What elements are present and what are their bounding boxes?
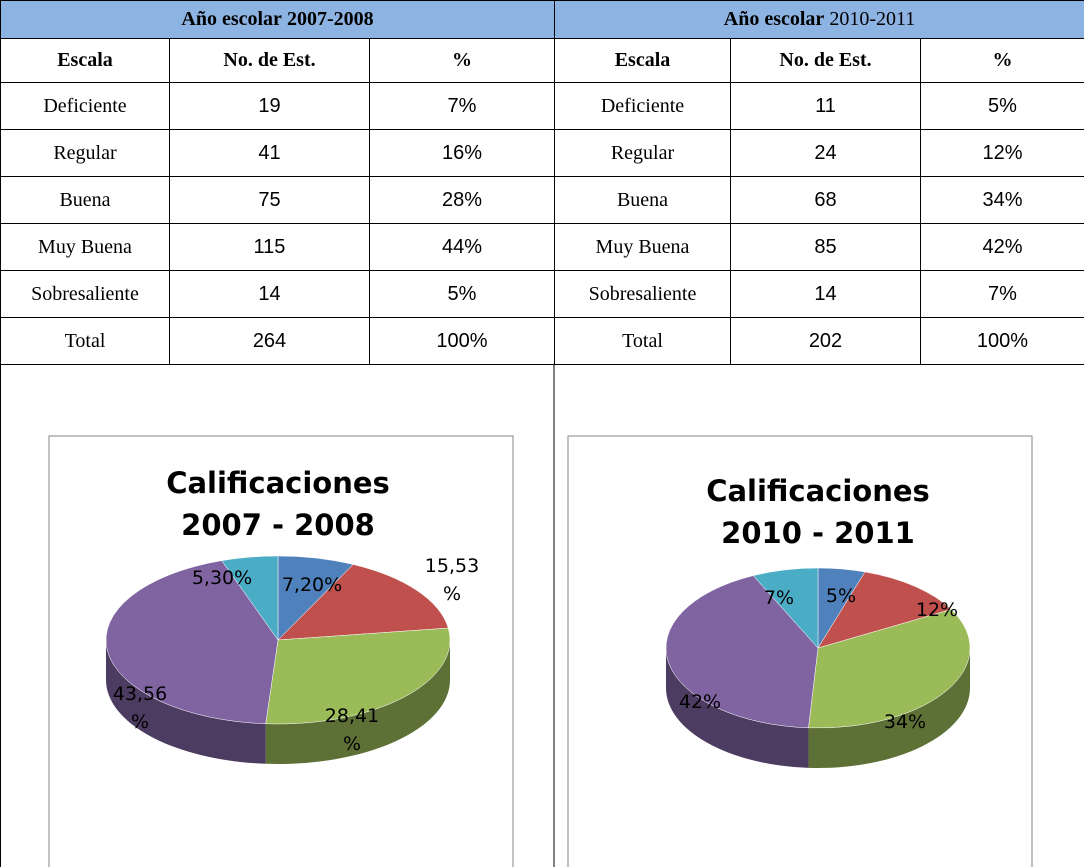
column-header: No. de Est.: [730, 38, 921, 83]
section-title: Año escolar: [181, 8, 282, 30]
column-header: Escala: [554, 38, 731, 83]
grades-table: Año escolar 2007-2008 Año escolar 2010-20…: [0, 0, 1084, 365]
cell: Deficiente: [554, 82, 731, 130]
cell: 41: [169, 129, 370, 177]
data-row: Sobresaliente 14 5% Sobresaliente 14 7%: [0, 270, 1084, 318]
cell: 42%: [920, 223, 1084, 271]
data-row: Regular 41 16% Regular 24 12%: [0, 129, 1084, 177]
cell: 202: [730, 317, 921, 365]
cell: 115: [169, 223, 370, 271]
pie-slice: [105, 560, 279, 725]
section-title: Año escolar: [723, 8, 825, 30]
slice-label: 5%: [825, 585, 857, 607]
cell: 12%: [920, 129, 1084, 177]
pie-slice: [808, 609, 971, 729]
data-row: Total 264 100% Total 202 100%: [0, 317, 1084, 365]
column-header: %: [369, 38, 555, 83]
cell: 5%: [920, 82, 1084, 130]
cell: 100%: [920, 317, 1084, 365]
column-row: Escala No. de Est.% Escala No. de Est.%: [0, 38, 1084, 83]
slice-label: 34%: [883, 711, 927, 733]
pie-slice: [752, 567, 819, 649]
cell: Buena: [554, 176, 731, 224]
cell: Buena: [0, 176, 170, 224]
slice-label: 42%: [678, 691, 722, 713]
slice-label: 12%: [915, 599, 959, 621]
cell: 75: [169, 176, 370, 224]
cell: Total: [554, 317, 731, 365]
column-header: No. de Est.: [169, 38, 370, 83]
cell: Deficiente: [0, 82, 170, 130]
pie-side: [106, 640, 266, 764]
cell: 14: [169, 270, 370, 318]
pie-slice: [265, 627, 451, 725]
section-year: 2007-2008: [286, 8, 374, 30]
chart-title: Calificaciones 2010 - 2011: [706, 474, 930, 550]
cell: 100%: [369, 317, 555, 365]
pie-slice: [665, 575, 819, 729]
pie-slice: [221, 555, 279, 641]
column-header: Escala: [0, 38, 170, 83]
data-row: Muy Buena 115 44% Muy Buena 85 42%: [0, 223, 1084, 271]
cell: Total: [0, 317, 170, 365]
cell: Muy Buena: [0, 223, 170, 271]
section-header: Año escolar 2010-2011: [554, 0, 1084, 39]
slice-label: 7,20%: [281, 574, 343, 596]
cell: 16%: [369, 129, 555, 177]
chart-title: Calificaciones 2007 - 2008: [166, 466, 390, 542]
cell: 264: [169, 317, 370, 365]
data-row: Deficiente 19 7% Deficiente 11 5%: [0, 82, 1084, 130]
section-year: 2010-2011: [829, 8, 916, 30]
slice-label: 43,56 %: [112, 683, 168, 733]
slice-label: 5,30%: [191, 567, 253, 589]
pie-slice: [277, 564, 449, 641]
pie-side: [808, 648, 970, 768]
slice-label: 7%: [763, 587, 795, 609]
cell: Regular: [554, 129, 731, 177]
slice-label: 15,53 %: [424, 555, 480, 605]
section-header: Año escolar 2007-2008: [0, 0, 555, 39]
pie-side: [666, 648, 809, 768]
pie-side: [265, 640, 450, 764]
cell: Sobresaliente: [0, 270, 170, 318]
cell: 11: [730, 82, 921, 130]
cell: 7%: [920, 270, 1084, 318]
cell: 24: [730, 129, 921, 177]
slice-label: 28,41 %: [324, 705, 380, 755]
cell: Regular: [0, 129, 170, 177]
header-row: Año escolar 2007-2008 Año escolar 2010-20…: [0, 0, 1084, 39]
cell: 34%: [920, 176, 1084, 224]
cell: Sobresaliente: [554, 270, 731, 318]
pie-slice: [817, 571, 952, 649]
